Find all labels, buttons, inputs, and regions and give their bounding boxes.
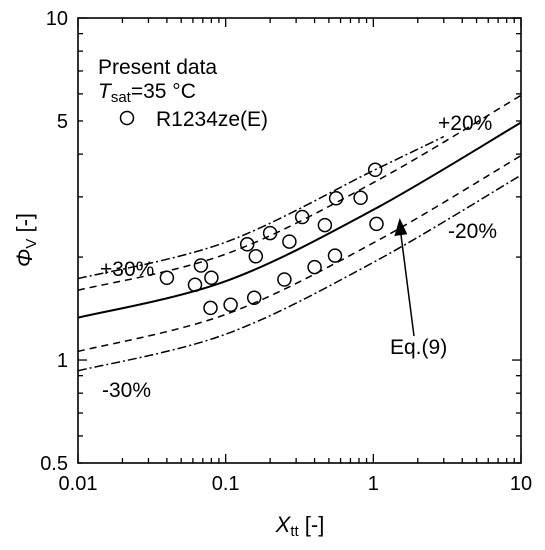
data-point (367, 162, 383, 178)
x-tick-label: 0.01 (59, 473, 98, 495)
y-tick-label: 1 (57, 350, 68, 372)
curve-minus20 (77, 154, 522, 353)
data-point (327, 248, 343, 263)
y-tick-label: 0.5 (40, 453, 68, 475)
data-point (193, 258, 209, 273)
data-point (277, 272, 292, 287)
curve-eq9 (77, 121, 522, 319)
data-point (223, 297, 238, 313)
eq9-pointer-arrow (400, 234, 415, 337)
plot-frame (77, 17, 522, 464)
data-point (159, 270, 175, 286)
data-point (317, 217, 333, 233)
data-point (369, 216, 384, 232)
label-minus20: -20% (448, 220, 497, 243)
data-point (246, 290, 262, 306)
x-axis-label: Xtt [-] (275, 512, 325, 540)
data-point (262, 225, 278, 241)
legend-series-name: R1234ze(E) (156, 108, 268, 131)
data-point (187, 277, 203, 293)
label-plus20: +20% (438, 112, 492, 135)
y-tick-label: 5 (57, 111, 68, 133)
x-tick-label: 10 (510, 473, 532, 495)
data-point (204, 270, 219, 286)
label-plus30: +30% (100, 258, 154, 281)
data-point (203, 300, 218, 316)
data-point (248, 249, 264, 264)
legend-condition: Tsat=35 °C (98, 80, 196, 106)
data-point (282, 234, 297, 249)
x-tick-label: 1 (368, 473, 379, 495)
eq9-arrowhead (394, 218, 408, 236)
legend-marker (119, 110, 135, 126)
data-markers (159, 162, 384, 316)
axis-ticks: 0.01 0.1 1 10 0.5 1 5 10 (40, 8, 532, 495)
correlation-curves (77, 94, 522, 372)
data-point (328, 191, 344, 206)
data-point (307, 259, 322, 275)
curve-minus30 (77, 174, 522, 372)
curve-plus30 (77, 135, 445, 280)
label-minus30: -30% (102, 379, 151, 402)
label-eq9: Eq.(9) (390, 336, 447, 359)
data-point (353, 190, 368, 206)
data-point (294, 209, 310, 225)
x-tick-label: 0.1 (212, 473, 240, 495)
data-point (239, 237, 255, 252)
y-axis-label: ΦV [-] (12, 213, 40, 267)
y-tick-label: 10 (46, 8, 68, 30)
legend-title: Present data (98, 56, 217, 79)
